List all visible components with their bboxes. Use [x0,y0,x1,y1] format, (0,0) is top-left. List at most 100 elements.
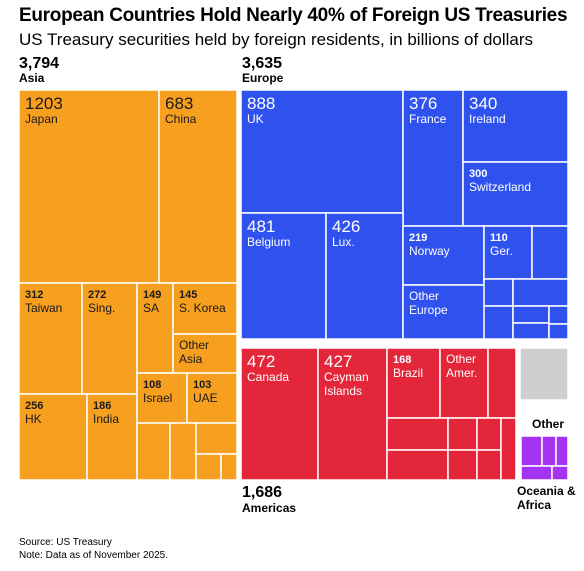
cell-asia-small-1 [136,422,171,481]
source-note: Source: US Treasury [19,537,112,548]
cell-label-india: India [93,412,119,426]
cell-label-other-amer-2: Amer. [446,366,477,380]
cell-americas-small-5 [447,449,478,481]
cell-label-uk: UK [247,112,264,126]
cell-asia-small-3 [195,422,238,455]
cell-label-other-europe-1: Other [409,289,439,303]
cell-europe-small-5 [512,305,550,324]
cell-value-uk: 888 [247,94,275,113]
cell-oceania-africa-small-2 [541,435,557,467]
cell-israel [136,372,188,424]
region-name-asia: Asia [19,71,45,85]
region-name-other: Other [532,417,565,431]
cell-americas-small-4 [447,417,478,451]
region-name-americas: Americas [242,501,297,515]
cell-europe-small-6 [548,305,569,325]
cell-other-amer [439,347,489,419]
cell-americas-small-6 [476,417,502,451]
cell-label-taiwan: Taiwan [25,301,62,315]
cell-label-ireland: Ireland [469,112,506,126]
cell-value-israel: 108 [143,379,161,391]
cell-value-sing: 272 [88,289,106,301]
cell-europe-small-4 [512,278,569,307]
cell-switzerland [462,161,569,227]
chart-subtitle: US Treasury securities held by foreign r… [19,30,534,49]
region-label-americas: 1,686 Americas [242,485,296,515]
cell-s-korea [172,282,238,335]
cell-label-sing: Sing. [88,301,115,315]
cell-label-ger: Ger. [490,244,513,258]
cell-value-japan: 1203 [25,94,63,113]
cell-belgium [240,212,327,340]
cell-value-taiwan: 312 [25,289,43,301]
cell-asia-small-4 [195,453,222,481]
cell-value-ger: 110 [490,232,508,244]
cell-label-cayman-islands-2: Islands [324,384,362,398]
cell-value-switzerland: 300 [469,168,487,180]
cell-sa [136,282,174,374]
region-value-asia: 3,794 [19,55,60,72]
cell-lux [325,212,404,340]
region-name-europe: Europe [242,71,284,85]
data-date-note: Note: Data as of November 2025. [19,550,168,561]
cell-label-canada: Canada [247,370,289,384]
cell-value-brazil: 168 [393,354,411,366]
cell-value-cayman-islands: 427 [324,352,352,371]
cell-oceania-africa-small-3 [555,435,569,467]
cell-label-hk: HK [25,412,42,426]
cell-uae [186,372,238,424]
cell-other [519,347,569,401]
cell-label-brazil: Brazil [393,366,423,380]
cell-value-s-korea: 145 [179,289,197,301]
cell-brazil [386,347,441,419]
cell-americas-small-2 [386,417,449,451]
cell-oceania-africa-small-4 [520,465,553,481]
cell-value-sa: 149 [143,289,161,301]
cell-label-france: France [409,112,447,126]
cell-europe-small-2 [483,278,514,307]
cell-label-israel: Israel [143,391,172,405]
cell-label-lux: Lux. [332,235,355,249]
cell-label-norway: Norway [409,244,450,258]
region-name-oceania-africa: Oceania & Africa [517,484,576,512]
chart-title: European Countries Hold Nearly 40% of Fo… [19,5,568,26]
cell-europe-small-1 [531,225,569,280]
cell-label-china: China [165,112,197,126]
cell-europe-small-8 [548,323,569,340]
cell-europe-small-7 [512,322,550,340]
cell-value-lux: 426 [332,217,360,236]
cell-label-other-amer-1: Other [446,352,476,366]
cell-label-other-europe-2: Europe [409,303,448,317]
cell-label-cayman-islands-1: Cayman [324,370,369,384]
cell-label-other-asia-1: Other [179,338,209,352]
cell-label-s-korea: S. Korea [179,301,226,315]
cell-oceania-africa-small-5 [551,465,569,481]
cell-label-other-asia-2: Asia [179,352,203,366]
cell-value-china: 683 [165,94,193,113]
cell-americas-small-3 [386,449,449,481]
cell-value-india: 186 [93,400,111,412]
cell-value-uae: 103 [193,379,211,391]
cell-canada [240,347,319,481]
cell-cayman-islands [317,347,388,481]
region-label-asia: 3,794 Asia [19,56,59,85]
region-label-europe: 3,635 Europe [242,56,283,85]
cell-label-uae: UAE [193,391,218,405]
cell-label-sa: SA [143,301,159,315]
region-value-europe: 3,635 [242,55,283,72]
cell-other-asia [172,333,238,376]
cell-label-switzerland: Switzerland [469,180,531,194]
cell-value-france: 376 [409,94,437,113]
cell-ireland [462,89,569,163]
cell-value-canada: 472 [247,352,275,371]
cell-americas-small-1 [487,347,517,419]
region-value-americas: 1,686 [242,484,283,501]
cell-europe-small-3 [483,305,514,340]
cell-india [86,393,138,481]
cell-americas-small-8 [500,417,517,481]
cell-value-ireland: 340 [469,94,497,113]
cell-asia-small-2 [169,422,197,481]
cell-asia-small-5 [220,453,238,481]
cell-value-hk: 256 [25,400,43,412]
